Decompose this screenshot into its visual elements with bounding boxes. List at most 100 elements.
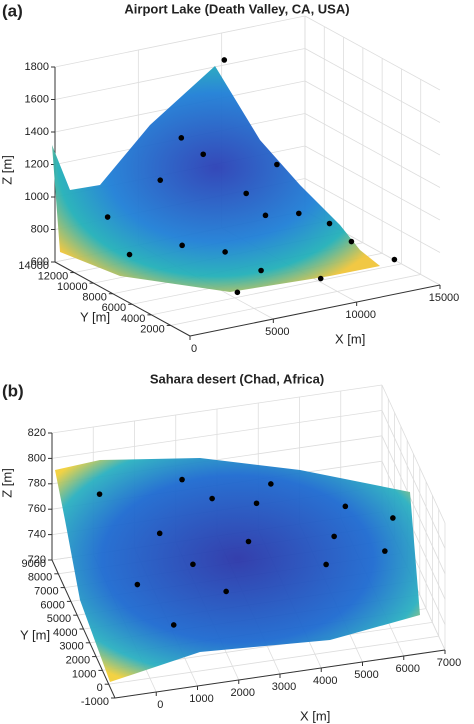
data-point: [222, 249, 228, 255]
y-tick-label: 14000: [18, 260, 49, 272]
z-tick-label: 600: [31, 256, 49, 268]
y-tick-label: 4000: [121, 313, 145, 325]
data-point: [268, 481, 274, 487]
y-tick-label: 8000: [82, 292, 106, 304]
data-point: [157, 177, 164, 183]
x-tick-label: 6000: [396, 663, 420, 675]
data-point: [234, 289, 241, 296]
x-axis-label: X [m]: [335, 331, 365, 346]
data-point: [342, 503, 349, 510]
y-tick-label: -1000: [81, 696, 109, 708]
z-tick-label: 1400: [25, 126, 49, 138]
y-tick-label: 2000: [66, 655, 90, 667]
z-tick-label: 740: [28, 529, 46, 541]
data-point: [323, 561, 329, 568]
y-axis-label: Y [m]: [20, 627, 50, 642]
data-point: [382, 548, 388, 554]
z-tick-label: 720: [28, 554, 46, 566]
panel-label: (b): [2, 381, 24, 400]
data-point: [221, 57, 228, 63]
z-tick-label: 1800: [25, 61, 49, 73]
data-point: [126, 251, 133, 258]
x-tick-label: 2000: [231, 687, 255, 699]
y-tick-label: 10000: [57, 281, 88, 293]
data-point: [243, 190, 249, 197]
x-axis: [189, 284, 441, 337]
data-point: [178, 135, 185, 141]
data-point: [156, 530, 163, 537]
y-tick-label: 8000: [28, 572, 52, 584]
y-tick-label: 6000: [40, 599, 64, 611]
z-tick-label: 780: [28, 478, 46, 490]
y-tick-label: 5000: [47, 613, 71, 625]
data-point: [104, 214, 111, 220]
data-point: [223, 588, 229, 595]
data-point: [390, 515, 396, 521]
z-axis-label: Z [m]: [0, 155, 14, 185]
x-tick-label: 5000: [265, 326, 289, 338]
z-tick-label: 1200: [25, 158, 49, 170]
data-point: [200, 151, 207, 158]
data-point: [179, 476, 185, 483]
data-point: [348, 238, 355, 245]
data-point: [253, 500, 260, 507]
y-tick-label: 1000: [72, 668, 96, 680]
grid-line: [381, 435, 446, 574]
y-tick-label: 9000: [22, 558, 46, 570]
grid-line: [170, 274, 421, 326]
panel-label: (a): [2, 1, 23, 20]
grid-line: [381, 384, 446, 524]
grid-line: [304, 48, 441, 123]
grid-line: [51, 384, 383, 434]
y-tick-label: 0: [97, 682, 103, 694]
y-tick-label: 6000: [102, 302, 126, 314]
data-point: [170, 622, 177, 628]
x-tick-label: 4000: [313, 675, 337, 687]
data-point: [391, 256, 398, 263]
chart-title: Sahara desert (Chad, Africa): [150, 371, 324, 386]
data-point: [134, 581, 141, 588]
grid-line: [304, 113, 441, 188]
data-point: [245, 538, 252, 545]
data-point: [331, 533, 337, 540]
x-tick-label: 5000: [354, 669, 378, 681]
y-tick-label: 4000: [53, 627, 77, 639]
data-point: [274, 161, 280, 168]
data-point: [296, 210, 302, 217]
x-tick-label: 10000: [345, 309, 376, 321]
data-point: [258, 267, 264, 274]
z-tick-label: 800: [31, 223, 49, 235]
grid-line: [54, 15, 306, 68]
z-tick-label: 1600: [25, 93, 49, 105]
data-point: [317, 275, 324, 282]
x-tick-label: 0: [157, 699, 163, 711]
surface: [52, 66, 380, 292]
grid-line: [381, 410, 446, 549]
chart-title: Airport Lake (Death Valley, CA, USA): [124, 1, 349, 16]
grid-line: [304, 80, 441, 156]
x-axis-label: X [m]: [300, 708, 330, 723]
y-tick-label: 2000: [140, 323, 164, 335]
surface: [55, 458, 420, 682]
y-tick-label: 7000: [34, 586, 58, 598]
x-tick-label: 0: [191, 343, 197, 355]
grid-line: [51, 410, 383, 459]
data-point: [209, 495, 215, 502]
x-tick-label: 1000: [189, 693, 213, 705]
y-axis: [54, 261, 191, 337]
y-tick-label: 3000: [59, 641, 83, 653]
z-tick-label: 820: [28, 427, 46, 439]
z-tick-label: 800: [28, 452, 46, 464]
data-point: [326, 220, 333, 227]
grid-line: [381, 461, 446, 600]
grid-line: [54, 48, 306, 100]
z-tick-label: 760: [28, 503, 46, 515]
grid-line: [304, 178, 441, 253]
y-axis-label: Y [m]: [80, 309, 110, 324]
panel-a: (a) Airport Lake (Death Valley, CA, USA) 0…: [0, 1, 459, 354]
data-point: [96, 491, 103, 497]
panel-b: (b)Sahara desert (Chad, Africa)0 1000 2000…: [0, 371, 461, 723]
data-point: [262, 212, 269, 219]
grid-line: [304, 145, 441, 221]
